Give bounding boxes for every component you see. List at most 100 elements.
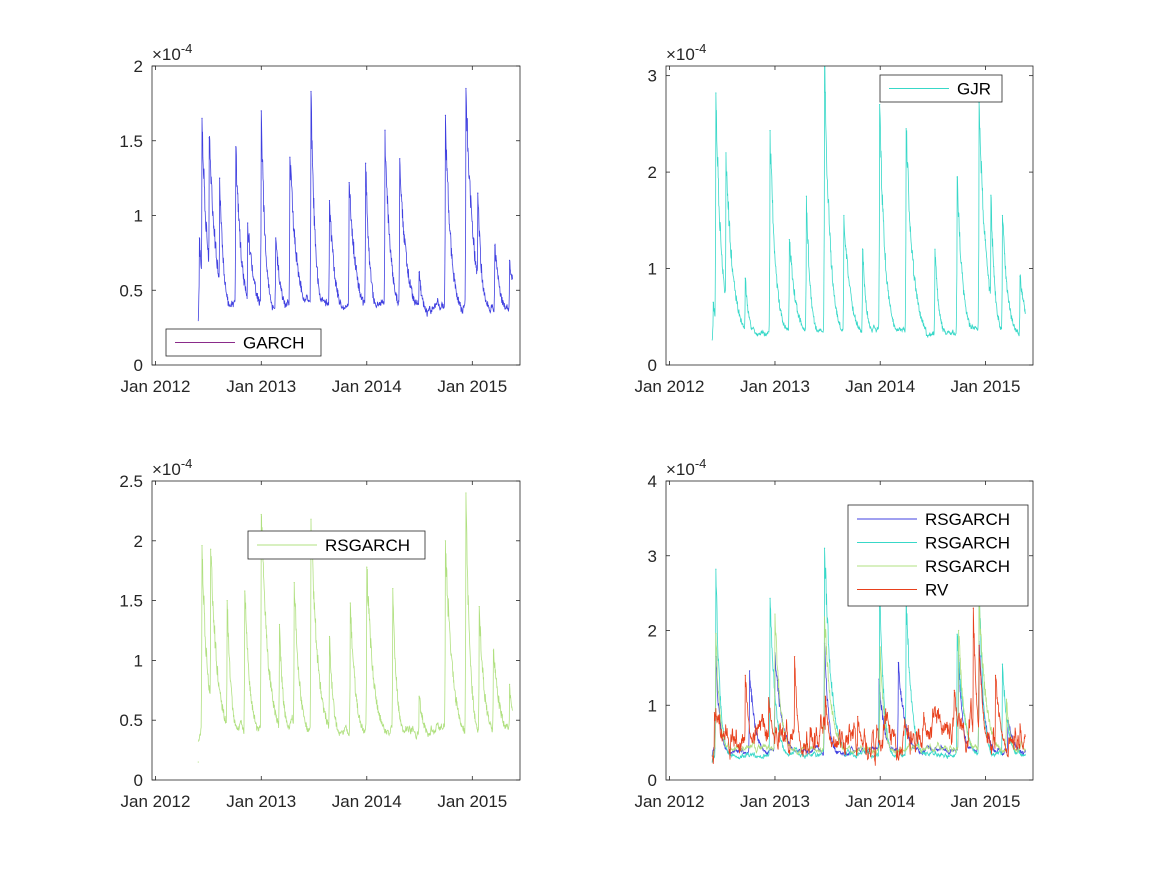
data-point	[712, 301, 714, 303]
x-tick-label: Jan 2013	[740, 792, 810, 811]
data-point	[508, 259, 511, 261]
data-point	[328, 635, 331, 638]
data-point	[226, 600, 228, 602]
plot-lines	[711, 66, 1026, 341]
data-point	[793, 656, 796, 658]
data-point	[198, 237, 201, 239]
y-exponent-label: ×10-4	[152, 41, 192, 64]
data-point	[978, 644, 980, 647]
y-tick-label: 0	[134, 356, 143, 375]
data-point	[1001, 214, 1004, 217]
data-point	[879, 103, 881, 106]
series-line-gjr	[711, 66, 1026, 341]
data-point	[201, 117, 203, 119]
data-point	[749, 670, 751, 672]
data-point	[465, 87, 467, 90]
series-line-rsgarch	[197, 492, 513, 742]
data-point	[805, 195, 807, 197]
x-tick-label: Jan 2013	[740, 377, 810, 396]
axes-box	[665, 65, 1034, 366]
data-point	[208, 137, 210, 139]
data-point	[494, 244, 496, 246]
legend-box	[247, 530, 426, 560]
data-point	[923, 712, 925, 714]
data-point	[725, 152, 727, 154]
data-point	[366, 566, 368, 568]
legend-label: RSGARCH	[325, 536, 410, 555]
y-exponent-label: ×10-4	[152, 456, 192, 479]
y-tick-label: 1.5	[119, 592, 143, 611]
data-point	[774, 613, 776, 615]
y-tick-label: 2	[648, 622, 657, 641]
data-point	[897, 662, 899, 664]
y-tick-label: 2	[134, 57, 143, 76]
data-point	[219, 177, 221, 179]
subplot-3: 0 0.5 1 1.5 2 2.5 Jan 2012 Jan 2013 Jan 2014 Jan …	[119, 456, 521, 811]
data-point	[972, 607, 974, 609]
y-tick-label: 2	[134, 532, 143, 551]
data-point	[905, 128, 907, 130]
data-point	[349, 602, 351, 604]
data-point	[444, 114, 447, 116]
y-tick-label: 1	[648, 260, 657, 279]
axes-background	[666, 66, 1033, 365]
x-tick-label: Jan 2013	[226, 792, 296, 811]
data-point	[857, 715, 859, 718]
data-point	[328, 199, 331, 202]
data-point	[278, 623, 281, 626]
y-tick-label: 0	[648, 771, 657, 790]
data-point	[310, 90, 312, 93]
data-point	[958, 629, 960, 632]
x-tick-label: Jan 2012	[120, 792, 190, 811]
data-point	[769, 597, 771, 599]
y-tick-label: 4	[648, 472, 657, 491]
x-tick-label: Jan 2014	[845, 792, 915, 811]
data-point	[197, 761, 199, 763]
data-point	[1001, 663, 1004, 665]
legend: GJR	[879, 74, 1003, 103]
series-line-garch	[197, 88, 513, 322]
axes-background	[152, 481, 520, 780]
data-point	[862, 248, 864, 250]
y-tick-label: 2.5	[119, 472, 143, 491]
data-point	[715, 632, 717, 635]
data-point	[990, 194, 992, 196]
y-tick-label: 3	[648, 67, 657, 86]
data-point	[713, 712, 716, 714]
data-point	[384, 129, 386, 131]
x-tick-label: Jan 2013	[226, 377, 296, 396]
x-tick-label: Jan 2015	[437, 377, 507, 396]
data-point	[953, 689, 955, 691]
y-exponent-label: ×10-4	[666, 456, 706, 479]
data-point	[956, 176, 958, 178]
data-point	[244, 590, 246, 592]
legend-label: RV	[925, 581, 949, 600]
subplot-1: 0 0.5 1 1.5 2 Jan 2012 Jan 2013 Jan 2014 Jan 201…	[119, 41, 521, 396]
data-point	[348, 182, 350, 184]
data-point	[508, 683, 511, 685]
x-tick-label: Jan 2014	[332, 377, 402, 396]
x-tick-label: Jan 2015	[950, 377, 1020, 396]
legend: GARCH	[165, 328, 322, 357]
series-line-rsgarch	[711, 600, 1026, 758]
x-tick-label: Jan 2014	[845, 377, 915, 396]
data-point	[399, 158, 401, 160]
y-tick-label: 1	[134, 207, 143, 226]
data-point	[247, 222, 249, 224]
subplot-2: 0 1 2 3 Jan 2012 Jan 2013 Jan 2014 Jan 2015 ×10-…	[634, 41, 1034, 396]
data-point	[885, 708, 887, 710]
data-point	[823, 547, 826, 549]
data-point	[478, 605, 480, 608]
data-point	[477, 192, 479, 194]
data-point	[210, 548, 212, 550]
y-tick-label: 1.5	[119, 132, 143, 151]
legend-label: RSGARCH	[925, 534, 1010, 553]
data-point	[1019, 723, 1021, 725]
y-tick-label: 2	[648, 163, 657, 182]
data-point	[879, 646, 881, 648]
data-point	[260, 513, 262, 516]
data-point	[1019, 275, 1021, 277]
data-point	[260, 110, 262, 112]
data-point	[744, 674, 746, 676]
